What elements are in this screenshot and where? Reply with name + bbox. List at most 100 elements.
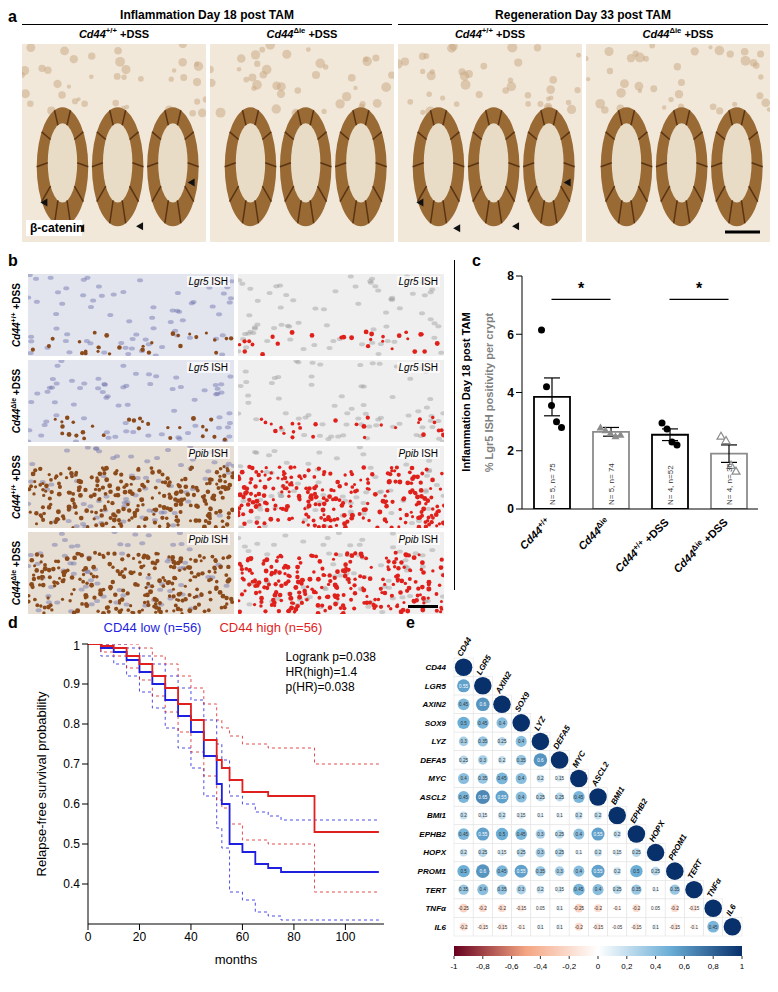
svg-text:N= 5, n= 75: N= 5, n= 75 (548, 463, 557, 505)
svg-text:0.4: 0.4 (595, 887, 602, 892)
svg-text:0.2: 0.2 (576, 813, 583, 818)
svg-text:*: * (578, 280, 585, 297)
svg-text:0.1: 0.1 (556, 813, 563, 818)
svg-text:0.15: 0.15 (517, 813, 526, 818)
svg-text:0.45: 0.45 (574, 795, 583, 800)
svg-text:0.1: 0.1 (556, 906, 563, 911)
svg-text:0.1: 0.1 (537, 925, 544, 930)
svg-text:ASCL2: ASCL2 (589, 760, 611, 789)
svg-text:IL6: IL6 (724, 902, 738, 917)
svg-text:0.1: 0.1 (652, 887, 659, 892)
svg-text:EPHB2: EPHB2 (628, 797, 649, 825)
svg-text:0,2: 0,2 (621, 962, 633, 971)
svg-text:-0.2: -0.2 (594, 906, 602, 911)
svg-text:0.55: 0.55 (517, 869, 526, 874)
svg-text:BMI1: BMI1 (427, 811, 447, 820)
svg-text:0.35: 0.35 (498, 887, 507, 892)
svg-text:0.5: 0.5 (63, 837, 80, 851)
svg-text:0.7: 0.7 (63, 757, 80, 771)
svg-text:TNFα: TNFα (705, 876, 724, 899)
svg-text:-0.15: -0.15 (631, 925, 642, 930)
svg-text:-0.2: -0.2 (575, 925, 583, 930)
svg-text:SOX9: SOX9 (425, 719, 447, 728)
svg-text:60: 60 (236, 930, 250, 944)
svg-text:1: 1 (740, 962, 745, 971)
svg-text:0.25: 0.25 (536, 795, 545, 800)
svg-text:0.45: 0.45 (459, 832, 468, 837)
svg-text:0.15: 0.15 (613, 850, 622, 855)
svg-text:-0,6: -0,6 (505, 962, 519, 971)
svg-text:0,4: 0,4 (650, 962, 662, 971)
svg-text:0.25: 0.25 (651, 869, 660, 874)
svg-text:0.25: 0.25 (498, 739, 507, 744)
svg-text:% Lgr5 ISH positivity per cryp: % Lgr5 ISH positivity per crypt (483, 312, 495, 472)
svg-text:0.45: 0.45 (459, 702, 468, 707)
svg-text:0.2: 0.2 (595, 850, 602, 855)
svg-text:-0.15: -0.15 (478, 925, 489, 930)
svg-text:N= 4, n=52: N= 4, n=52 (666, 465, 675, 505)
svg-text:0.15: 0.15 (498, 850, 507, 855)
svg-text:0.5: 0.5 (499, 832, 506, 837)
svg-text:BMI1: BMI1 (609, 785, 627, 807)
svg-text:-1: -1 (450, 962, 458, 971)
svg-text:DEFA5: DEFA5 (420, 756, 446, 765)
svg-text:PROM1: PROM1 (418, 867, 447, 876)
svg-text:-0.25: -0.25 (458, 906, 469, 911)
svg-text:0: 0 (596, 962, 601, 971)
svg-text:80: 80 (287, 930, 301, 944)
svg-text:DEFA5: DEFA5 (552, 723, 573, 750)
svg-text:2: 2 (507, 444, 514, 458)
svg-text:CD44: CD44 (456, 635, 474, 658)
svg-text:0.2: 0.2 (537, 776, 544, 781)
svg-text:0.25: 0.25 (555, 832, 564, 837)
svg-text:0.5: 0.5 (460, 721, 467, 726)
svg-text:-0.15: -0.15 (497, 925, 508, 930)
svg-text:AXIN2: AXIN2 (493, 670, 513, 696)
svg-text:TNFα: TNFα (425, 904, 447, 913)
svg-text:0: 0 (507, 502, 514, 516)
svg-text:0.25: 0.25 (459, 758, 468, 763)
svg-text:0.8: 0.8 (63, 717, 80, 731)
svg-text:0.25: 0.25 (632, 850, 641, 855)
svg-text:Cd44Δie: Cd44Δie (575, 515, 612, 552)
svg-text:4: 4 (507, 386, 514, 400)
svg-text:0.55: 0.55 (594, 869, 603, 874)
svg-text:0.05: 0.05 (536, 906, 545, 911)
svg-text:-0.1: -0.1 (517, 925, 525, 930)
svg-text:N= 4, n= 36: N= 4, n= 36 (725, 463, 734, 505)
svg-text:0.2: 0.2 (595, 813, 602, 818)
svg-text:0.1: 0.1 (652, 925, 659, 930)
svg-text:-0.25: -0.25 (574, 906, 585, 911)
svg-text:-0.2: -0.2 (498, 906, 506, 911)
svg-text:SOX9: SOX9 (513, 690, 532, 713)
svg-text:-0.05: -0.05 (612, 925, 623, 930)
svg-text:HOPX: HOPX (648, 819, 667, 844)
svg-text:0.45: 0.45 (498, 776, 507, 781)
svg-text:0.6: 0.6 (63, 797, 80, 811)
svg-text:40: 40 (184, 930, 198, 944)
svg-text:β-catenin: β-catenin (30, 221, 83, 235)
svg-text:0.35: 0.35 (478, 739, 487, 744)
svg-text:0.1: 0.1 (576, 850, 583, 855)
svg-text:Cd44+/+: Cd44+/+ (517, 515, 554, 552)
svg-text:-0,2: -0,2 (562, 962, 576, 971)
svg-text:0.25: 0.25 (555, 850, 564, 855)
svg-text:0.55: 0.55 (459, 684, 468, 689)
svg-text:0.3: 0.3 (480, 758, 487, 763)
svg-text:1: 1 (73, 639, 80, 653)
svg-text:0.65: 0.65 (478, 795, 487, 800)
svg-text:0.2: 0.2 (460, 850, 467, 855)
svg-text:0.3: 0.3 (460, 739, 467, 744)
svg-text:0.35: 0.35 (670, 887, 679, 892)
svg-text:0.1: 0.1 (537, 813, 544, 818)
svg-text:IL6: IL6 (434, 923, 446, 932)
svg-text:0.2: 0.2 (537, 887, 544, 892)
svg-text:0.25: 0.25 (613, 887, 622, 892)
svg-text:ASCL2: ASCL2 (419, 793, 447, 802)
svg-text:0.3: 0.3 (537, 832, 544, 837)
svg-text:0.25: 0.25 (478, 850, 487, 855)
svg-text:CD44: CD44 (426, 663, 447, 672)
svg-text:6: 6 (507, 328, 514, 342)
svg-text:-0.1: -0.1 (690, 925, 698, 930)
svg-text:0: 0 (85, 930, 92, 944)
